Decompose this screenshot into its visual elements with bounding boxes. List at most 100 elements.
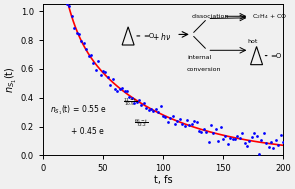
Text: dissociation: dissociation [192,14,229,19]
Point [192,120,196,123]
Point [141,101,146,105]
Point [93,68,98,71]
Point [117,88,122,91]
Point [160,114,165,117]
Point [86,54,91,57]
Point [201,127,206,130]
Point [170,115,175,118]
Point [132,101,137,105]
Point [177,117,182,120]
Point [194,121,199,124]
Text: + 0.45 e: + 0.45 e [71,127,103,136]
Point [76,33,81,36]
Point [69,15,74,18]
Point [230,137,235,140]
Point [108,84,112,87]
Point [144,107,148,110]
Point [158,105,163,108]
Point [129,96,134,99]
Point [98,74,103,77]
Text: conversion: conversion [187,67,222,72]
Point [221,137,225,140]
Point [165,120,170,123]
Point [139,103,144,106]
Point [105,76,110,79]
Text: =O: =O [143,33,155,39]
Point [249,135,254,138]
Point [103,71,108,74]
Text: $\frac{66-t}{72.2}$: $\frac{66-t}{72.2}$ [134,117,149,129]
Point [79,40,84,43]
Point [247,139,252,142]
Text: =O: =O [270,53,281,59]
Text: hot: hot [248,40,258,44]
Point [242,141,247,144]
Point [211,131,216,134]
Point [199,131,204,134]
Point [216,139,220,142]
Point [276,143,281,146]
Point [137,98,141,101]
Point [81,41,86,44]
Point [268,140,273,143]
Point [261,131,266,134]
X-axis label: t, fs: t, fs [154,175,172,185]
Point [72,26,76,29]
Point [156,110,160,113]
Point [163,115,168,119]
Point [74,32,79,35]
Point [120,86,124,89]
Point [180,122,184,125]
Point [185,119,189,122]
Point [196,129,201,132]
Point [223,135,228,138]
Point [189,123,194,126]
Point [228,136,232,139]
Point [91,62,96,65]
Point [204,130,209,133]
Point [257,152,261,155]
Point [278,134,283,137]
Point [134,100,139,103]
Point [245,145,249,148]
Point [240,132,245,135]
Text: + h$\nu$: + h$\nu$ [152,31,172,42]
Point [84,48,88,51]
Text: $\frac{11-t}{10.5}$: $\frac{11-t}{10.5}$ [123,96,138,108]
Point [67,4,72,7]
Text: $n_{S_1}$(t) = 0.55 e: $n_{S_1}$(t) = 0.55 e [50,103,107,117]
Point [218,126,223,129]
Point [273,138,278,141]
Point [259,138,264,141]
Point [271,146,276,149]
Point [235,134,240,137]
Point [122,89,127,92]
Point [110,77,115,81]
Point [252,132,257,135]
Point [264,141,268,144]
Point [88,53,93,56]
Point [124,89,129,92]
Point [96,60,101,63]
Point [149,107,153,110]
Point [213,128,218,131]
Point [237,137,242,140]
Point [151,109,156,112]
Point [266,146,271,149]
Point [281,140,285,143]
Point [232,137,237,140]
Point [146,108,151,112]
Point [113,87,117,90]
Y-axis label: $n_{S_1}$(t): $n_{S_1}$(t) [4,67,19,93]
Point [187,124,192,127]
Point [206,140,211,143]
Point [101,69,105,72]
Point [115,89,120,92]
Point [168,117,173,120]
Point [127,96,132,99]
Point [173,122,177,125]
Point [175,120,180,123]
Point [65,3,69,6]
Text: C$_2$H$_4$ + CO: C$_2$H$_4$ + CO [252,12,287,21]
Point [182,125,187,128]
